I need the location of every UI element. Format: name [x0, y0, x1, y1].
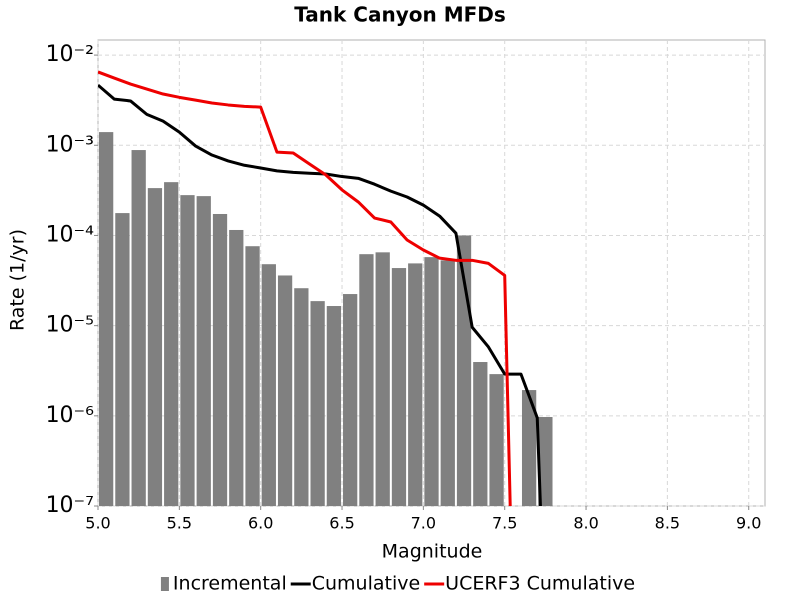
- bar: [131, 150, 146, 506]
- bar: [408, 263, 423, 506]
- x-tick-label: 8.0: [573, 514, 598, 533]
- bar: [261, 264, 276, 506]
- bar: [310, 301, 325, 506]
- bar: [473, 362, 488, 506]
- y-tick-label: 10⁻⁷: [46, 493, 94, 518]
- line: [98, 70, 512, 506]
- bar: [294, 288, 309, 506]
- series-layer: [98, 70, 553, 506]
- legend-label: UCERF3 Cumulative: [445, 573, 635, 595]
- bar: [521, 390, 537, 506]
- grid: [97, 40, 765, 507]
- chart-title: Tank Canyon MFDs: [294, 3, 506, 27]
- x-tick-label: 7.5: [492, 514, 517, 533]
- y-axis-label: Rate (1/yr): [7, 229, 29, 331]
- bar: [196, 196, 211, 506]
- y-tick-label: 10⁻³: [46, 132, 94, 157]
- bar: [359, 254, 374, 506]
- bar: [489, 374, 504, 506]
- bar: [164, 182, 179, 506]
- x-tick-label: 8.5: [655, 514, 680, 533]
- legend-swatch: [160, 577, 169, 591]
- y-tick-label: 10⁻²: [46, 42, 94, 67]
- bar: [440, 260, 455, 506]
- bar: [538, 417, 553, 506]
- x-tick-label: 5.0: [85, 514, 110, 533]
- bar: [99, 132, 114, 506]
- x-tick-label: 6.5: [329, 514, 354, 533]
- bar: [424, 257, 439, 506]
- bar: [375, 252, 390, 506]
- legend-label: Incremental: [173, 573, 287, 595]
- bar: [229, 229, 244, 506]
- bar: [147, 188, 163, 506]
- legend: Incremental Cumulative UCERF3 Cumulative: [160, 573, 635, 595]
- y-tick-label: 10⁻⁵: [46, 313, 94, 338]
- bar: [343, 294, 358, 506]
- legend-label: Cumulative: [312, 573, 420, 595]
- x-tick-label: 6.0: [248, 514, 273, 533]
- x-tick-label: 7.0: [411, 514, 436, 533]
- x-tick-label: 5.5: [167, 514, 192, 533]
- bar: [245, 246, 260, 506]
- y-tick-label: 10⁻⁴: [46, 222, 95, 247]
- bar: [277, 275, 293, 506]
- bar: [326, 306, 342, 506]
- bar: [391, 268, 407, 506]
- bar: [115, 213, 130, 506]
- bar: [212, 213, 228, 506]
- x-tick-label: 9.0: [736, 514, 761, 533]
- x-axis-label: Magnitude: [382, 541, 483, 563]
- bar: [180, 195, 195, 506]
- y-tick-label: 10⁻⁶: [46, 403, 95, 428]
